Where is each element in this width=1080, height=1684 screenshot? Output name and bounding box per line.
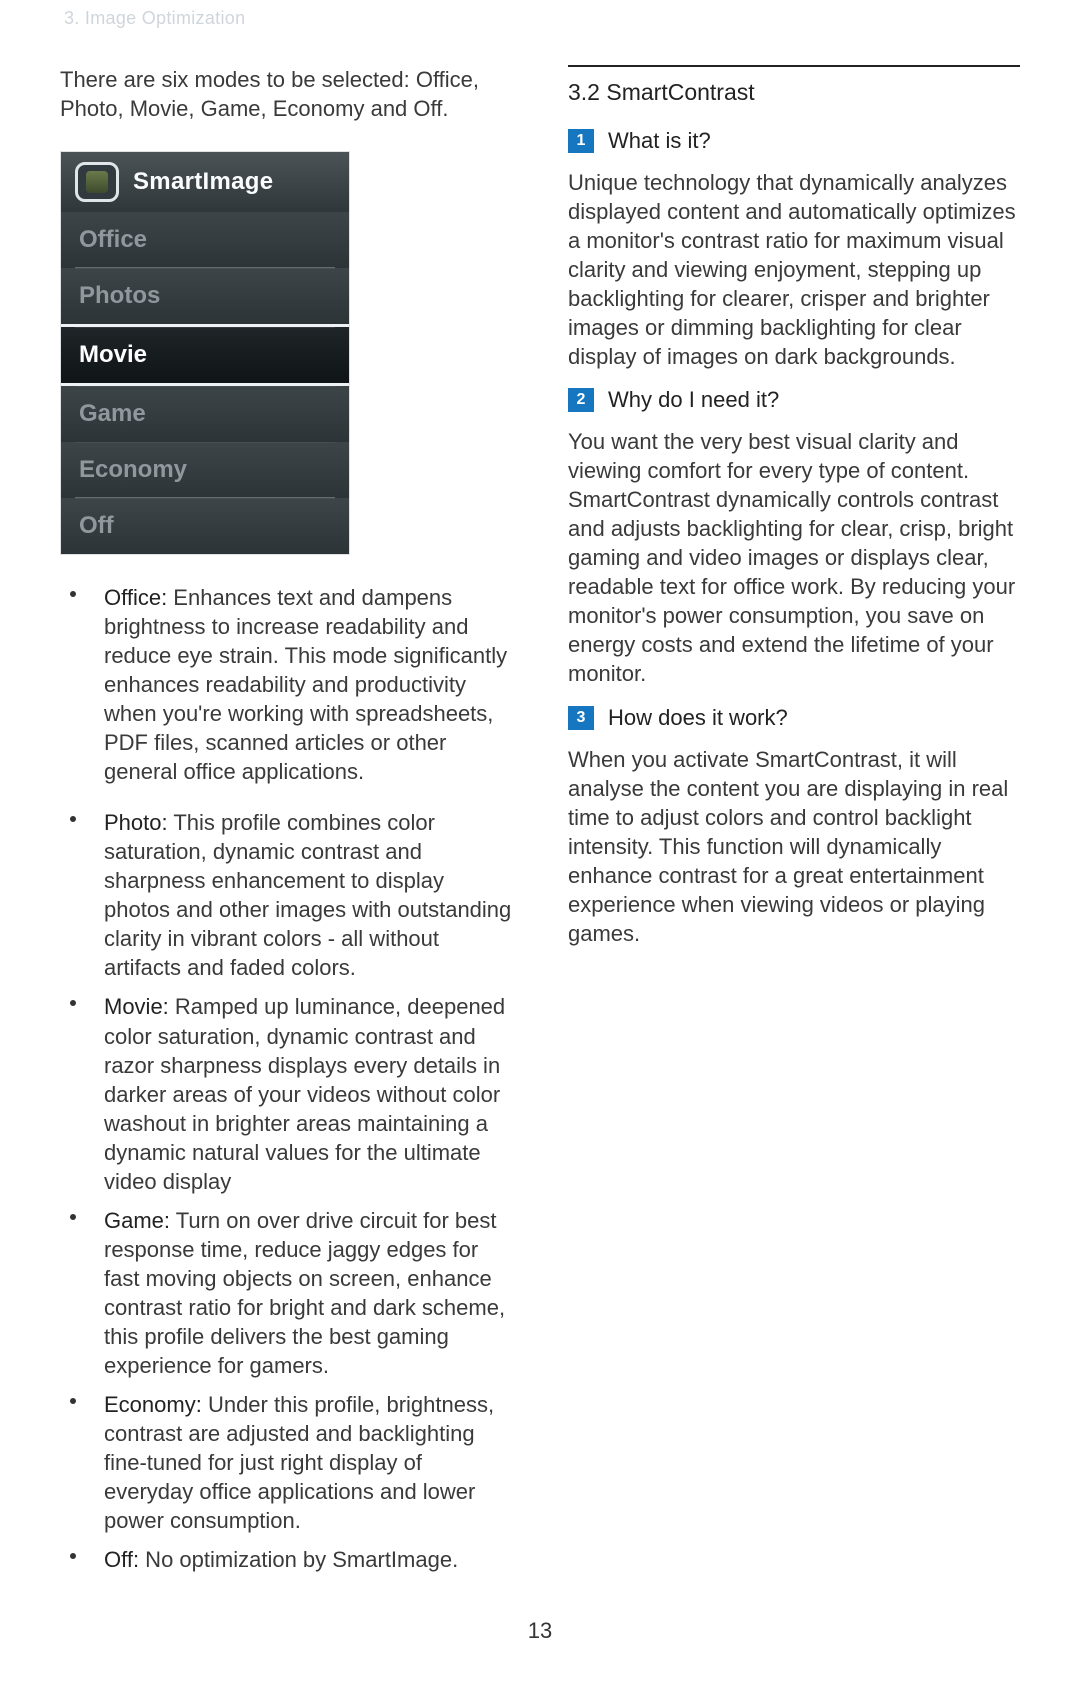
menu-item-game[interactable]: Game	[61, 386, 349, 442]
q3-body: When you activate SmartContrast, it will…	[568, 745, 1020, 948]
q2-heading-text: Why do I need it?	[608, 387, 779, 413]
feature-movie: Movie: Ramped up luminance, deepened col…	[60, 992, 512, 1195]
q3-heading-text: How does it work?	[608, 705, 788, 731]
numbox-3: 3	[568, 706, 594, 730]
section-title: 3.2 SmartContrast	[568, 79, 1020, 106]
right-column: 3.2 SmartContrast 1 What is it? Unique t…	[568, 65, 1020, 1584]
feature-title: Movie:	[104, 994, 169, 1019]
q1-heading: 1 What is it?	[568, 128, 1020, 154]
section-rule	[568, 65, 1020, 67]
menu-item-office[interactable]: Office	[61, 212, 349, 268]
q2-body: You want the very best visual clarity an…	[568, 427, 1020, 688]
feature-title: Economy:	[104, 1392, 202, 1417]
q2-heading: 2 Why do I need it?	[568, 387, 1020, 413]
feature-economy: Economy: Under this profile, brightness,…	[60, 1390, 512, 1535]
feature-title: Game:	[104, 1208, 170, 1233]
smartimage-menu: SmartImage Office Photos Movie Game Econ…	[60, 151, 350, 555]
menu-item-economy[interactable]: Economy	[61, 442, 349, 498]
menu-item-movie[interactable]: Movie	[61, 324, 349, 386]
feature-photo: Photo: This profile combines color satur…	[60, 808, 512, 982]
feature-off: Off: No optimization by SmartImage.	[60, 1545, 512, 1574]
feature-body: Turn on over drive circuit for best resp…	[104, 1208, 505, 1378]
feature-body: No optimization by SmartImage.	[139, 1547, 458, 1572]
breadcrumb: 3. Image Optimization	[60, 0, 1020, 37]
q1-body: Unique technology that dynamically analy…	[568, 168, 1020, 371]
numbox-1: 1	[568, 129, 594, 153]
two-column-layout: There are six modes to be selected: Offi…	[60, 65, 1020, 1584]
feature-title: Photo:	[104, 810, 168, 835]
q3-heading: 3 How does it work?	[568, 705, 1020, 731]
feature-list: Office: Enhances text and dampens bright…	[60, 583, 512, 1574]
left-column: There are six modes to be selected: Offi…	[60, 65, 512, 1584]
feature-title: Office:	[104, 585, 167, 610]
page: 3. Image Optimization There are six mode…	[0, 0, 1080, 1684]
smartimage-title: SmartImage	[133, 168, 273, 196]
feature-office: Office: Enhances text and dampens bright…	[60, 583, 512, 786]
feature-game: Game: Turn on over drive circuit for bes…	[60, 1206, 512, 1380]
page-number: 13	[60, 1618, 1020, 1644]
intro-text: There are six modes to be selected: Offi…	[60, 65, 512, 123]
feature-body: Enhances text and dampens brightness to …	[104, 585, 507, 784]
menu-item-photos[interactable]: Photos	[61, 268, 349, 324]
feature-body: Ramped up luminance, deepened color satu…	[104, 994, 505, 1193]
smartimage-menu-header: SmartImage	[61, 152, 349, 212]
numbox-2: 2	[568, 388, 594, 412]
feature-title: Off:	[104, 1547, 139, 1572]
menu-item-off[interactable]: Off	[61, 498, 349, 554]
feature-body: This profile combines color saturation, …	[104, 810, 511, 980]
q1-heading-text: What is it?	[608, 128, 711, 154]
smartimage-icon	[75, 162, 119, 202]
